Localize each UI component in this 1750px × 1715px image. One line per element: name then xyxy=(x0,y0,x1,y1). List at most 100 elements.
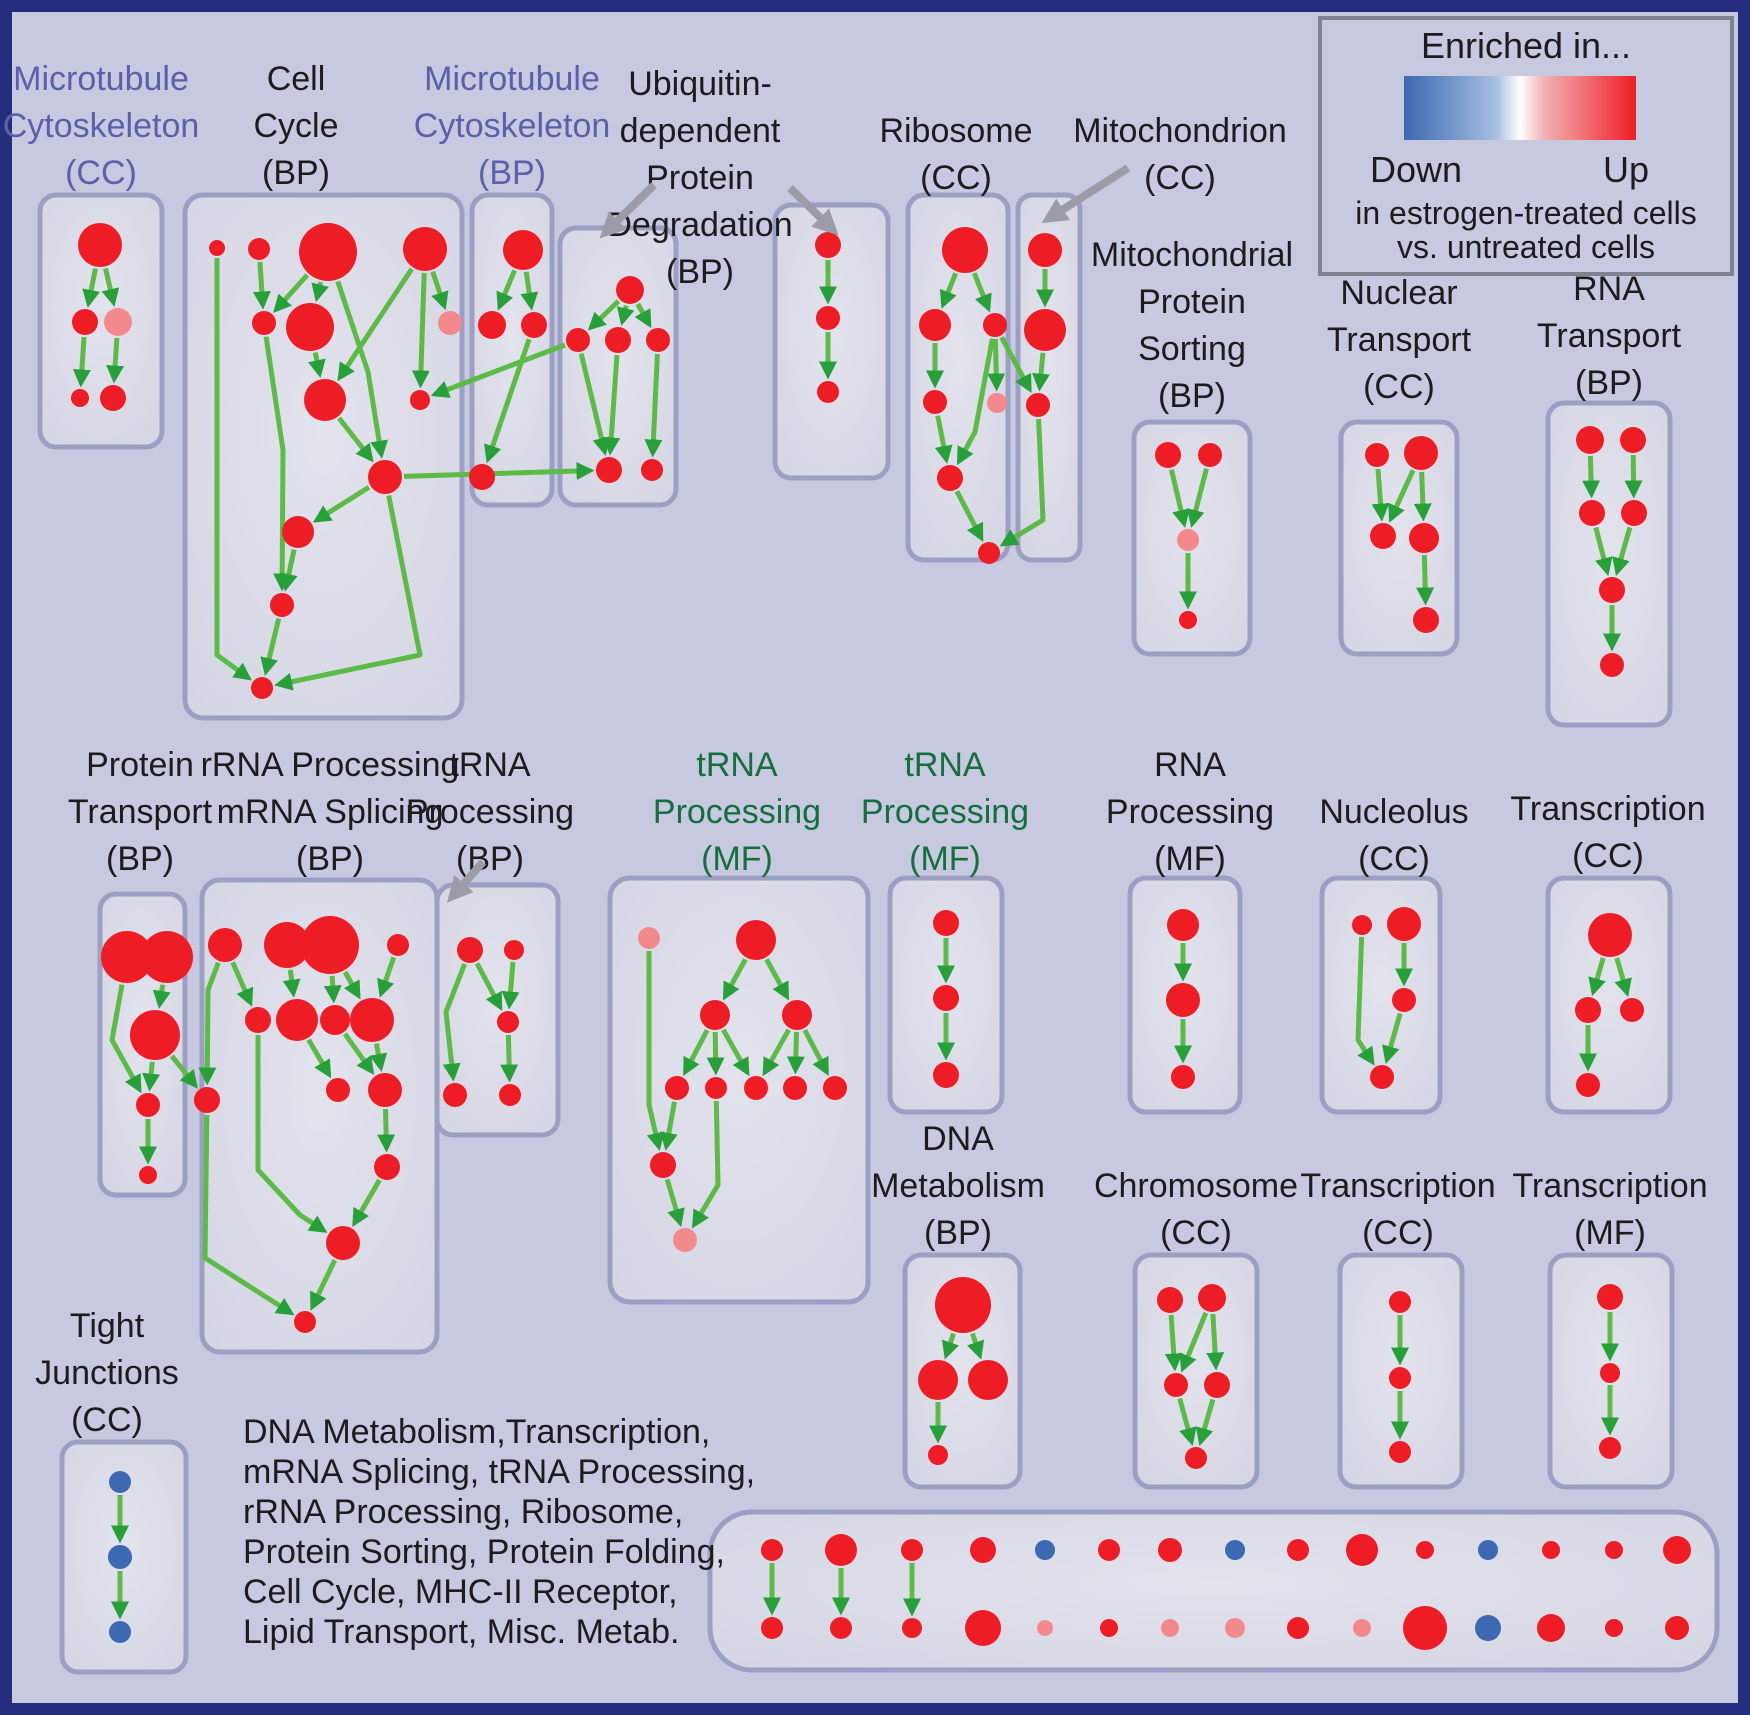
gene-node-rnap.M-red xyxy=(1166,983,1200,1017)
edge-cc.j-to-ubl.B1 xyxy=(403,462,595,481)
go-term-boxes-layer xyxy=(37,192,1720,1675)
edge-trnabp.T1-to-trnabp.L1 xyxy=(442,963,467,1082)
edge-cc.f-to-cc.h xyxy=(308,351,326,379)
gene-node-rib.T-red xyxy=(942,227,988,273)
edge-rrna.C-to-rrna.G xyxy=(323,975,342,1004)
gene-node-cc.c-red xyxy=(299,223,357,281)
edge-trnamf1.ML-to-trnamf1.b3 xyxy=(721,1028,750,1077)
edge-cc.d-to-cc.i xyxy=(411,272,430,389)
gene-node-trmf.T-red xyxy=(1597,1284,1623,1310)
edge-ubl.T-to-ubl.M3 xyxy=(634,302,652,329)
edge-ubl.M3-to-ubl.B2 xyxy=(644,353,663,458)
edge-nucl.M-to-nucl.B xyxy=(1381,1012,1403,1065)
edge-mito.X-to-rib.B xyxy=(999,418,1046,547)
gene-node-bb.c6b-red xyxy=(1100,1619,1118,1637)
gene-node-pt.T1-red xyxy=(101,931,153,983)
edge-dnam.T-to-dnam.R xyxy=(966,1332,985,1360)
gene-node-bb.c7a-red xyxy=(1158,1538,1182,1562)
gene-node-trnabp.T2-red xyxy=(504,940,524,960)
edge-mps.T1-to-mps.M xyxy=(1168,469,1190,528)
gene-node-rrna.A-red xyxy=(208,928,242,962)
gene-node-ubl.B2-red xyxy=(641,459,663,481)
gene-node-rrna.L2-red xyxy=(374,1154,400,1180)
edge-cc.e-to-cc.l xyxy=(263,336,292,592)
edge-chrom.TL-to-chrom.ML xyxy=(1164,1314,1183,1372)
gene-node-bb.c2b-red xyxy=(830,1617,852,1639)
edge-rib.MR-to-mito.X xyxy=(999,336,1032,394)
gene-node-nucl.S-red xyxy=(1352,915,1372,935)
gene-node-trnamf2.M-red xyxy=(933,985,959,1011)
edge-cc.c-to-cc.j xyxy=(335,280,389,459)
gene-node-trnabp.T1-red xyxy=(457,937,483,963)
gene-node-chrom.ML-red xyxy=(1164,1373,1188,1397)
edge-trnamf1.X-to-trnamf1.PB xyxy=(664,1178,685,1228)
edge-nt.T2-to-nt.BL xyxy=(1388,469,1416,523)
gene-node-trnamf1.b5-red xyxy=(823,1076,847,1100)
go-term-label-tj: Tight Junctions (CC) xyxy=(35,1307,179,1439)
gene-node-rrna.M2-red xyxy=(326,1226,360,1260)
edge-trnamf1.MR-to-trnamf1.b5 xyxy=(802,1028,829,1076)
edge-ubl.M1-to-ubl.B1 xyxy=(578,353,611,456)
gene-node-mtcc.C-pink xyxy=(104,308,132,336)
gene-node-tj.T-blue xyxy=(109,1471,131,1493)
gene-node-trcc1.R-red xyxy=(1620,998,1644,1022)
edge-nt.T2-to-nt.BR xyxy=(1413,471,1432,522)
gene-node-cc.f-red xyxy=(286,303,334,351)
gene-node-bb.c9b-red xyxy=(1287,1617,1309,1639)
gene-node-trnamf1.ML-red xyxy=(700,1000,730,1030)
gene-node-rrna.E-red xyxy=(245,1007,271,1033)
edge-chrom.MR-to-chrom.B xyxy=(1195,1398,1216,1447)
edge-rnat.M1-to-rnat.C xyxy=(1593,526,1613,576)
gene-node-rrna.G-red xyxy=(320,1005,350,1035)
edge-rrna.D-to-rrna.H xyxy=(377,956,397,998)
go-term-label-trcc1: Transcription (CC) xyxy=(1510,790,1705,875)
edge-cc.l-to-cc.m xyxy=(260,618,282,676)
gene-node-bb.c10b-pink xyxy=(1353,1619,1371,1637)
gene-node-cc.j-red xyxy=(368,460,402,494)
edge-cc.a-to-cc.m xyxy=(214,258,252,681)
gene-node-bb.c1b-red xyxy=(761,1617,783,1639)
gene-node-rrna.H-red xyxy=(350,998,394,1042)
gene-node-bb.c12a-blue xyxy=(1478,1540,1498,1560)
gene-node-trnabp.M-red xyxy=(497,1011,519,1033)
edge-trnamf1.ML-to-trnamf1.b2 xyxy=(706,1031,725,1076)
label-pointer-arrow-4 xyxy=(446,859,486,903)
gene-node-cc.k-red xyxy=(282,516,314,548)
gene-node-mps.T1-red xyxy=(1155,442,1181,468)
gene-node-trnamf1.X-red xyxy=(650,1152,676,1178)
edge-trnamf1.ML-to-trnamf1.b1 xyxy=(683,1028,710,1076)
gene-node-trnabp.L2-red xyxy=(499,1084,521,1106)
network-edges-layer xyxy=(72,258,1643,1620)
go-term-label-trnamf2: tRNA Processing (MF) xyxy=(861,746,1029,878)
gene-node-rrna.J2-red xyxy=(368,1073,402,1107)
gene-node-bb.c14a-red xyxy=(1605,1541,1623,1559)
gene-node-mito.M-red xyxy=(1024,309,1066,351)
gene-node-bb.c8b-pink xyxy=(1225,1618,1245,1638)
edge-trnabp.T1-to-trnabp.M xyxy=(474,962,503,1011)
edge-rrna.E-to-rrna.M2 xyxy=(255,1035,328,1233)
go-term-labels-layer: Microtubule Cytoskeleton (CC) Cell Cycle (BP)… xyxy=(3,60,1708,1439)
edge-mito.M-to-mito.X xyxy=(1031,352,1050,392)
gene-node-ubl.B1-red xyxy=(596,457,622,483)
gene-node-ubl.T-red xyxy=(616,276,644,304)
edge-rib.MR-to-rib.N xyxy=(956,338,995,466)
legend-subtitle-line1: in estrogen-treated cells xyxy=(1355,195,1697,231)
gene-node-chrom.TR-red xyxy=(1198,1284,1226,1312)
gene-node-trnamf1.T-red xyxy=(736,920,776,960)
gene-node-mtcc.B-red xyxy=(72,309,98,335)
go-term-label-nt: Nuclear Transport (CC) xyxy=(1327,274,1472,406)
gene-node-ubr.B-red xyxy=(817,381,839,403)
gene-node-dnam.L-red xyxy=(918,1360,958,1400)
gene-node-rnap.T-red xyxy=(1167,909,1199,941)
edge-rnat.T1-to-rnat.M1 xyxy=(1582,455,1601,499)
edge-rrna.M2-to-rrna.B2 xyxy=(310,1259,338,1311)
edge-rrna.L2-to-rrna.M2 xyxy=(352,1178,382,1227)
legend-down-label: Down xyxy=(1370,149,1462,190)
gene-node-bb.c6a-red xyxy=(1098,1539,1120,1561)
gene-node-mtbp.T-red xyxy=(503,230,543,270)
gene-node-nt.BR-red xyxy=(1409,523,1439,553)
gene-node-ubl.M1-red xyxy=(566,328,590,352)
legend-layer: Enriched in... Down Up in estrogen-treated … xyxy=(1318,16,1734,276)
edge-mtbp.T-to-mtbp.R xyxy=(520,271,539,311)
go-term-label-pt: Protein Transport (BP) xyxy=(68,746,213,878)
